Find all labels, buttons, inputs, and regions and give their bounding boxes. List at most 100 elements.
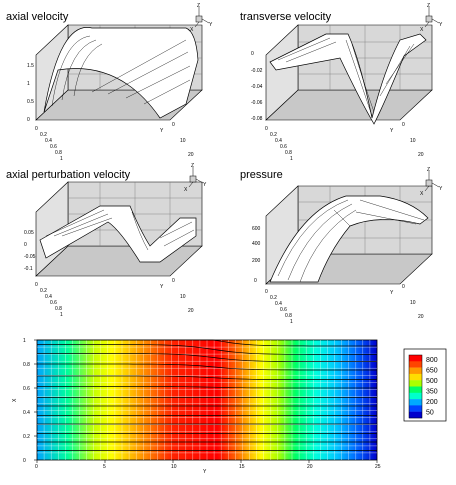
triad-z: Z <box>427 167 430 173</box>
x-tick: 1 <box>60 156 63 162</box>
legend-entry: 200 <box>426 399 438 406</box>
x-tick: 0 <box>265 126 268 132</box>
x-tick: 0.4 <box>45 138 52 144</box>
x-axis-ticks: 0 0.2 0.4 0.6 0.8 1 <box>35 282 63 318</box>
triad-x: X <box>184 187 188 193</box>
panel-title: axial perturbation velocity <box>6 169 131 181</box>
z-tick: 600 <box>252 226 261 232</box>
axis-triad: Z X Y <box>190 3 213 33</box>
triad-axes-icon <box>188 167 204 188</box>
heatmap-contours <box>37 339 377 451</box>
y-tick: 20 <box>418 152 424 158</box>
contour-line <box>37 344 377 355</box>
z-tick: 1 <box>27 81 30 87</box>
z-tick: 400 <box>252 241 261 247</box>
triad-x: X <box>420 27 424 33</box>
z-tick: -0.08 <box>251 116 263 122</box>
contour-line <box>37 353 377 362</box>
triad-y: Y <box>209 22 213 28</box>
y-tick-label: 0 <box>23 458 26 464</box>
y-axis-label: Y <box>390 290 394 296</box>
legend-color-band <box>409 361 422 368</box>
x-tick: 0 <box>35 282 38 288</box>
panel-transverse-velocity: transverse velocity 0 -0.02 -0.04 -0.06 … <box>240 3 443 162</box>
y-tick: 0 <box>172 278 175 284</box>
y-tick: 10 <box>410 138 416 144</box>
y-tick-label: 0.4 <box>23 410 30 416</box>
grid-line <box>37 340 377 460</box>
triad-axes-icon <box>424 7 440 28</box>
x-tick: 0.6 <box>50 300 57 306</box>
y-tick: 0 <box>402 284 405 290</box>
panel-title: transverse velocity <box>240 11 332 23</box>
legend-color-band <box>409 373 422 381</box>
contour-line <box>37 386 377 389</box>
z-tick: 1.5 <box>27 63 34 69</box>
y-tick: 10 <box>180 294 186 300</box>
x-tick-label: 5 <box>103 464 106 470</box>
y-axis-ticks: 0 10 20 Y <box>390 284 424 320</box>
x-axis-ticks: 0 0.2 0.4 0.6 0.8 1 <box>265 126 293 162</box>
contour-line <box>37 375 377 380</box>
side-wall <box>35 24 69 121</box>
triad-y: Y <box>439 22 443 28</box>
x-tick: 0.6 <box>280 144 287 150</box>
surface-wire <box>51 35 191 107</box>
x-tick: 0 <box>265 289 268 295</box>
y-tick-label: 1 <box>23 338 26 344</box>
z-tick: 0.05 <box>24 230 34 236</box>
x-tick: 0.6 <box>280 307 287 313</box>
z-axis-ticks: 0 200 400 600 <box>252 226 261 284</box>
surface-box <box>35 24 203 121</box>
legend-color-band <box>409 405 422 412</box>
x-tick-label: 15 <box>239 464 245 470</box>
legend-color-band <box>409 386 422 393</box>
surface-box <box>265 24 433 125</box>
triad-cube-icon <box>189 175 197 183</box>
triad-cube-icon <box>425 179 433 187</box>
y-tick: 0 <box>402 122 405 128</box>
legend-entry: 350 <box>426 389 438 396</box>
panel-pressure: pressure 0 200 400 600 0 0.2 0.4 0.6 0.8… <box>240 167 443 325</box>
surface-wire <box>45 209 195 251</box>
contour-line <box>37 363 377 371</box>
x-axis-label: Y <box>203 469 207 475</box>
side-wall <box>265 24 299 121</box>
legend-color-band <box>409 411 422 419</box>
x-tick-label: 25 <box>375 464 381 470</box>
y-axis-ticks: 0 10 20 Y <box>160 122 194 158</box>
surface-mesh <box>43 27 199 119</box>
legend-color-band <box>409 380 422 387</box>
legend-color-band <box>409 399 422 406</box>
triad-y: Y <box>203 182 207 188</box>
x-tick: 0.2 <box>40 288 47 294</box>
z-axis-ticks: 0.05 0 -0.05 -0.1 <box>24 230 36 272</box>
y-tick: 0 <box>172 122 175 128</box>
axis-triad: Z X Y <box>420 3 443 33</box>
x-tick: 0.8 <box>55 306 62 312</box>
x-tick-label: 20 <box>307 464 313 470</box>
y-tick: 20 <box>418 314 424 320</box>
y-axis-ticks: 0 10 20 Y <box>390 122 424 158</box>
z-tick: 0 <box>251 51 254 57</box>
surface-mesh <box>269 33 427 125</box>
legend-entry: 650 <box>426 368 438 375</box>
y-axis-label: Y <box>160 128 164 134</box>
z-tick: 200 <box>252 258 261 264</box>
panel-title: pressure <box>240 169 283 181</box>
z-tick: -0.02 <box>251 68 263 74</box>
z-tick: 0 <box>24 242 27 248</box>
triad-x: X <box>420 191 424 197</box>
x-tick: 0.8 <box>285 150 292 156</box>
legend-entry: 500 <box>426 378 438 385</box>
triad-axes-icon <box>194 7 210 28</box>
z-tick: -0.06 <box>251 100 263 106</box>
x-tick: 0.4 <box>275 138 282 144</box>
y-tick-label: 0.8 <box>23 362 30 368</box>
y-axis-label: Y <box>160 284 164 290</box>
y-axis-label: X <box>12 398 18 402</box>
triad-z: Z <box>191 163 194 169</box>
x-tick: 0.4 <box>275 301 282 307</box>
x-tick: 0.8 <box>285 313 292 319</box>
